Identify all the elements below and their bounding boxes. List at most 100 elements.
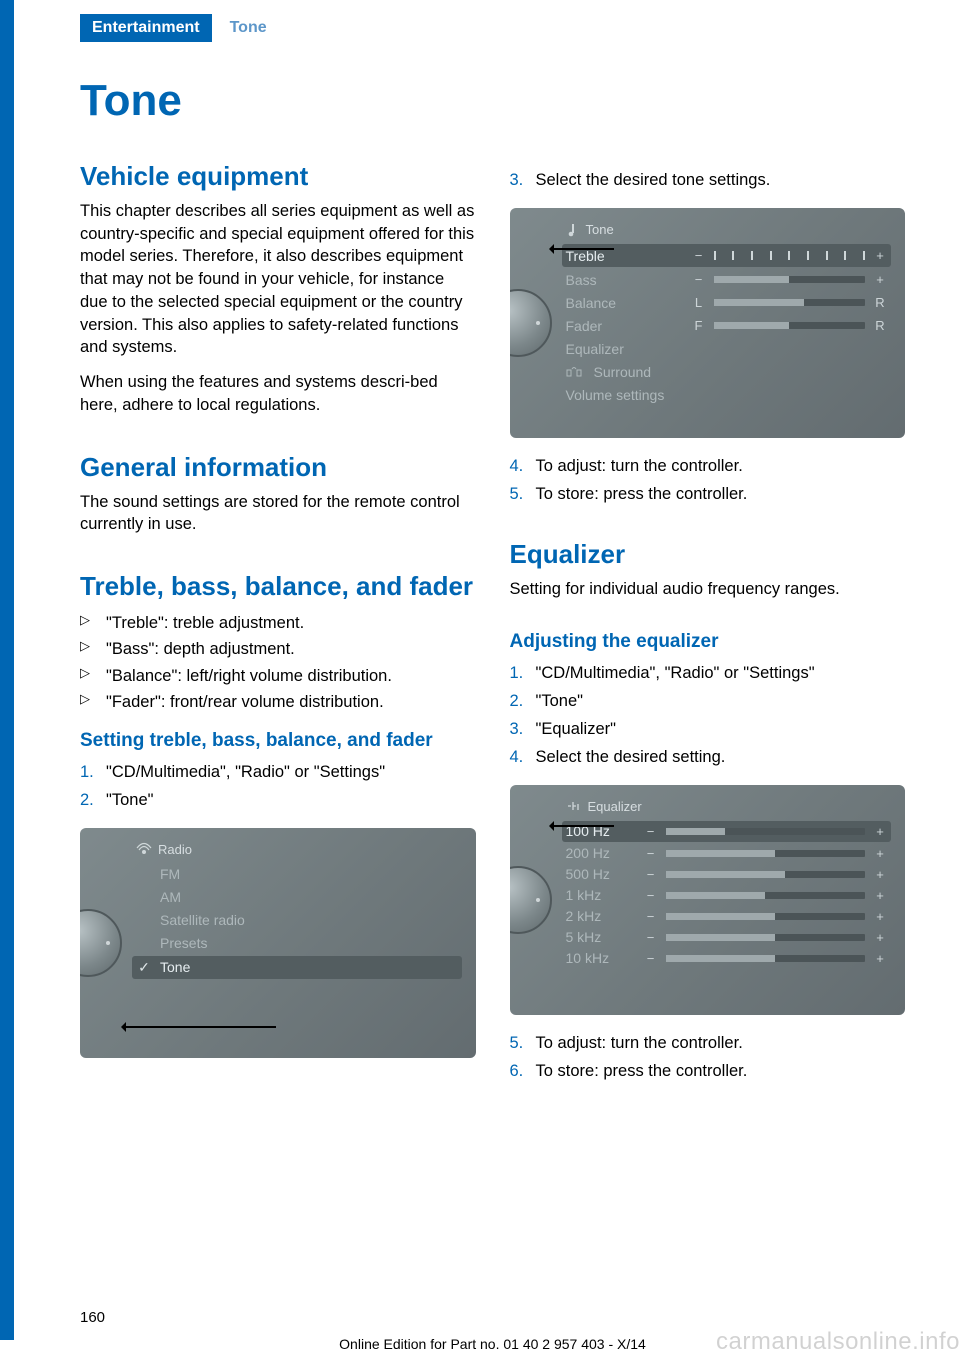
paragraph: Setting for individual audio frequency r… — [510, 578, 906, 601]
list-item: "Bass": depth adjustment. — [80, 636, 476, 662]
header-crumb: Tone — [230, 19, 267, 37]
plus-icon: + — [873, 867, 887, 882]
left-column: Vehicle equipment This chapter describes… — [80, 162, 476, 1099]
figure-panel: Tone Treble − + Bass − + — [566, 222, 888, 424]
figure-title-text: Radio — [158, 842, 192, 857]
paragraph: This chapter describes all series equipm… — [80, 200, 476, 359]
step-text: "Equalizer" — [536, 720, 617, 738]
figure-title-text: Equalizer — [588, 799, 642, 814]
plus-icon: + — [873, 272, 887, 287]
numbered-list: 3.Select the desired tone settings. — [510, 166, 906, 194]
step-text: To adjust: turn the controller. — [536, 457, 743, 475]
eq-bar — [666, 892, 866, 899]
page: Entertainment Tone Tone Vehicle equipmen… — [0, 0, 960, 1362]
plus-icon: + — [873, 951, 887, 966]
minus-icon: − — [644, 930, 658, 945]
eq-row: 5 kHz− + — [566, 927, 888, 948]
list-item: "Fader": front/rear volume distribution. — [80, 689, 476, 715]
menu-item: Fader — [566, 318, 684, 334]
tone-icon — [566, 223, 580, 237]
heading-vehicle-equipment: Vehicle equipment — [80, 162, 476, 192]
content-columns: Vehicle equipment This chapter describes… — [80, 162, 905, 1099]
header: Entertainment Tone — [80, 0, 905, 42]
minus-icon: − — [644, 867, 658, 882]
eq-bar — [666, 850, 866, 857]
eq-label: 500 Hz — [566, 866, 636, 882]
figure-title: Tone — [566, 222, 614, 237]
figure-panel: Equalizer 100 Hz−+200 Hz−+500 Hz−+1 kHz−… — [566, 799, 888, 1001]
radio-icon — [136, 842, 152, 856]
eq-bar — [666, 913, 866, 920]
step-text: Select the desired tone settings. — [536, 171, 771, 189]
right-column: 3.Select the desired tone settings. Tone… — [510, 162, 906, 1099]
subheading-setting-tbbf: Setting treble, bass, balance, and fader — [80, 730, 476, 752]
eq-label: 2 kHz — [566, 908, 636, 924]
right-label: R — [873, 295, 887, 310]
list-item: 4.To adjust: turn the controller. — [510, 452, 906, 480]
plus-icon: + — [873, 909, 887, 924]
treble-ticks — [714, 251, 866, 260]
list-item: 1."CD/Multimedia", "Radio" or "Settings" — [510, 659, 906, 687]
eq-label: 200 Hz — [566, 845, 636, 861]
eq-bar — [666, 828, 866, 835]
menu-item: Bass — [566, 272, 684, 288]
menu-item-selected: Tone — [160, 959, 278, 975]
idrive-knob-icon — [510, 866, 552, 934]
eq-row: 500 Hz− + — [566, 864, 888, 885]
figure-panel: Radio FM AM Satellite radio Presets ✓Ton… — [136, 842, 458, 1044]
eq-row: 2 kHz−+ — [566, 906, 888, 927]
plus-icon: + — [873, 930, 887, 945]
page-number: 160 — [80, 1309, 105, 1326]
list-item: 3."Equalizer" — [510, 715, 906, 743]
list-item: 2."Tone" — [80, 786, 476, 814]
step-text: "CD/Multimedia", "Radio" or "Settings" — [106, 763, 385, 781]
list-item: 2."Tone" — [510, 687, 906, 715]
header-section: Entertainment — [80, 14, 212, 42]
plus-icon: + — [873, 248, 887, 263]
numbered-list: 4.To adjust: turn the controller. 5.To s… — [510, 452, 906, 508]
bass-bar — [714, 276, 866, 283]
heading-general-information: General information — [80, 453, 476, 483]
list-item: 3.Select the desired tone settings. — [510, 166, 906, 194]
minus-icon: − — [644, 824, 658, 839]
figure-title: Equalizer — [566, 799, 642, 814]
figure-tone-menu: Tone Treble − + Bass − + — [510, 208, 906, 438]
eq-bar — [666, 955, 866, 962]
subheading-adjusting-equalizer: Adjusting the equalizer — [510, 631, 906, 653]
equalizer-icon — [566, 799, 582, 813]
plus-icon: + — [873, 824, 887, 839]
numbered-list: 5.To adjust: turn the controller. 6.To s… — [510, 1029, 906, 1085]
rear-label: R — [873, 318, 887, 333]
step-text: To store: press the controller. — [536, 1062, 748, 1080]
figure-radio-menu: Radio FM AM Satellite radio Presets ✓Ton… — [80, 828, 476, 1058]
list-item: 5.To store: press the controller. — [510, 480, 906, 508]
menu-item: AM — [160, 889, 278, 905]
minus-icon: − — [692, 248, 706, 263]
step-text: To store: press the controller. — [536, 485, 748, 503]
menu-item: Balance — [566, 295, 684, 311]
eq-row: 200 Hz−+ — [566, 843, 888, 864]
eq-row: 10 kHz−+ — [566, 948, 888, 969]
callout-line — [554, 825, 614, 827]
paragraph: When using the features and systems desc… — [80, 371, 476, 417]
minus-icon: − — [644, 888, 658, 903]
fader-bar — [714, 322, 866, 329]
list-item: 5.To adjust: turn the controller. — [510, 1029, 906, 1057]
minus-icon: − — [692, 272, 706, 287]
list-item: 6.To store: press the controller. — [510, 1057, 906, 1085]
figure-title-text: Tone — [586, 222, 614, 237]
list-item: "Treble": treble adjustment. — [80, 610, 476, 636]
plus-icon: + — [873, 846, 887, 861]
figure-equalizer: Equalizer 100 Hz−+200 Hz−+500 Hz−+1 kHz−… — [510, 785, 906, 1015]
list-item: 4.Select the desired setting. — [510, 743, 906, 771]
menu-item: Volume settings — [566, 387, 665, 403]
page-title: Tone — [80, 76, 905, 126]
eq-row: 1 kHz−+ — [566, 885, 888, 906]
heading-treble-bass-balance-fader: Treble, bass, balance, and fader — [80, 572, 476, 602]
eq-label: 10 kHz — [566, 950, 636, 966]
heading-equalizer: Equalizer — [510, 540, 906, 570]
eq-bar — [666, 934, 866, 941]
eq-label: 5 kHz — [566, 929, 636, 945]
callout-line — [126, 1026, 276, 1028]
menu-item: Satellite radio — [160, 912, 278, 928]
